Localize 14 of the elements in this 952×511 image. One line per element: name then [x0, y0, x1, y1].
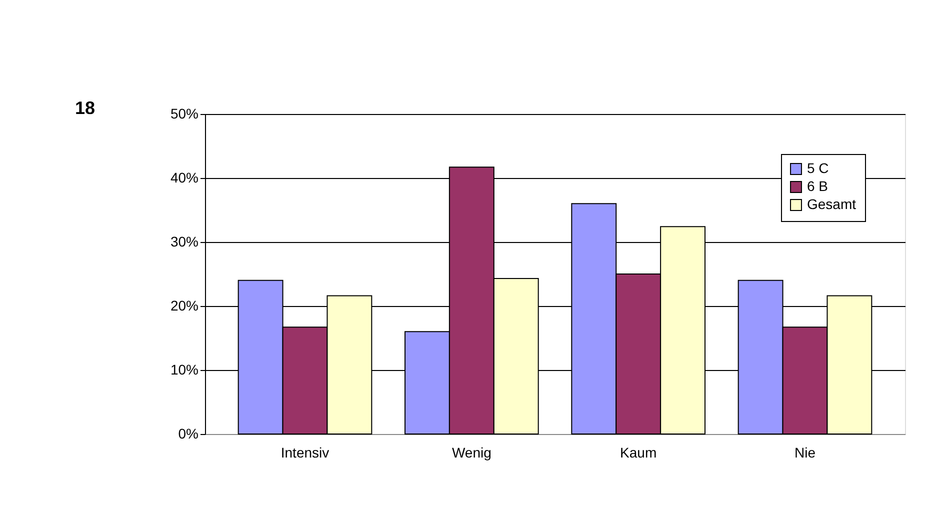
y-tick-label: 30%: [170, 234, 198, 250]
y-tick-label: 10%: [170, 362, 198, 378]
y-tick-label: 40%: [170, 170, 198, 186]
y-tick-label: 0%: [178, 426, 198, 442]
x-tick-label: Wenig: [452, 444, 492, 460]
legend-label: 5 C: [807, 160, 829, 176]
x-tick-label: Nie: [794, 444, 816, 460]
x-tick-label: Kaum: [620, 444, 657, 460]
x-tick-label: Intensiv: [280, 444, 330, 460]
text: 18: [75, 98, 96, 118]
y-tick-label: 50%: [170, 106, 198, 122]
legend-label: 6 B: [807, 178, 828, 194]
y-tick-label: 20%: [170, 298, 198, 314]
legend-label: Gesamt: [807, 196, 856, 212]
